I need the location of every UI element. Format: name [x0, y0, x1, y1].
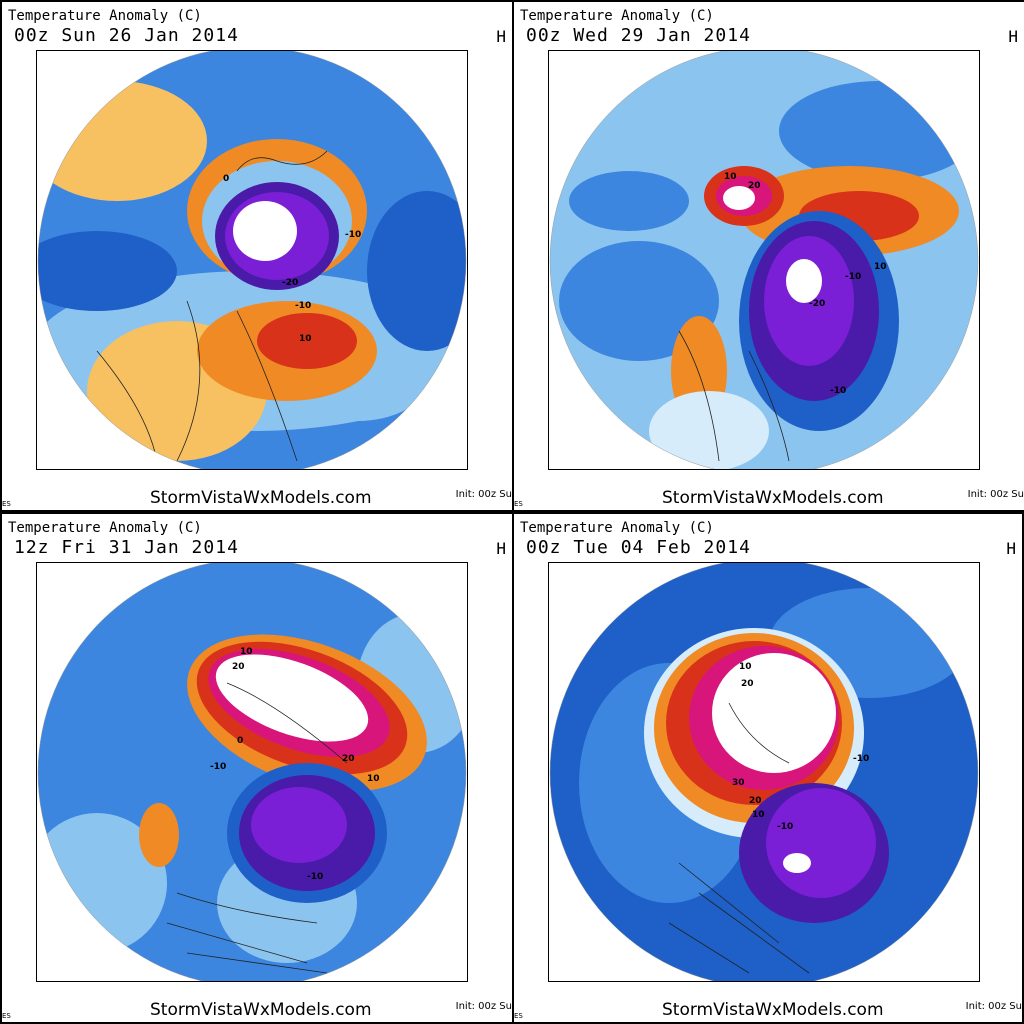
contour-label: 20	[741, 679, 754, 689]
init-text: Init: 00z Su	[455, 1001, 512, 1012]
es-mark: ES	[2, 500, 11, 508]
init-text: Init: 00z Su	[965, 1001, 1022, 1012]
credit-text: StormVistaWxModels.com	[150, 488, 372, 508]
contour-label: -10	[307, 872, 323, 882]
panel-title: Temperature Anomaly (C)	[8, 520, 202, 536]
polar-map: 10 20 20 10 -10 -10 0	[36, 562, 468, 982]
contour-label: 10	[240, 647, 253, 657]
contour-label: -10	[345, 230, 361, 240]
contour-label: 0	[237, 736, 243, 746]
contour-label: -20	[282, 278, 298, 288]
es-mark: ES	[514, 500, 523, 508]
panel-date: 00z Tue 04 Feb 2014	[526, 537, 751, 558]
panel-date: 12z Fri 31 Jan 2014	[14, 537, 239, 558]
panel-date: 00z Wed 29 Jan 2014	[526, 25, 751, 46]
contour-label: 10	[724, 172, 737, 182]
map-panel-1: Temperature Anomaly (C) 00z Sun 26 Jan 2…	[2, 2, 512, 510]
panel-h-mark: H	[496, 539, 506, 558]
contour-label: 20	[748, 181, 761, 191]
contour-label: 0	[223, 174, 229, 184]
init-text: Init: 00z Su	[967, 489, 1024, 500]
contour-label: -10	[830, 386, 846, 396]
panel-h-mark: H	[1006, 539, 1016, 558]
polar-map: 10 20 -10 -20 -10 10	[548, 50, 980, 470]
contour-label: -10	[210, 762, 226, 772]
contour-label: -10	[295, 301, 311, 311]
es-mark: ES	[2, 1012, 11, 1020]
contour-label: 20	[749, 796, 762, 806]
contour-label: -20	[809, 299, 825, 309]
map-panel-2: Temperature Anomaly (C) 00z Wed 29 Jan 2…	[514, 2, 1024, 510]
contour-label: 20	[342, 754, 355, 764]
es-mark: ES	[514, 1012, 523, 1020]
contour-label: 10	[367, 774, 380, 784]
contour-label: -10	[853, 754, 869, 764]
init-text: Init: 00z Su	[455, 489, 512, 500]
credit-text: StormVistaWxModels.com	[662, 488, 884, 508]
contour-label: -10	[777, 822, 793, 832]
contour-label: 10	[739, 662, 752, 672]
panel-h-mark: H	[496, 27, 506, 46]
panel-title: Temperature Anomaly (C)	[520, 520, 714, 536]
contour-label: 20	[232, 662, 245, 672]
contour-label: 30	[732, 778, 745, 788]
contour-label: 10	[874, 262, 887, 272]
polar-map: 10 20 30 20 10 -10 -10	[548, 562, 980, 982]
map-panel-3: Temperature Anomaly (C) 12z Fri 31 Jan 2…	[2, 514, 512, 1022]
contour-label: -10	[845, 272, 861, 282]
credit-text: StormVistaWxModels.com	[662, 1000, 884, 1020]
map-panel-4: Temperature Anomaly (C) 00z Tue 04 Feb 2…	[514, 514, 1022, 1022]
contour-label: 10	[752, 810, 765, 820]
panel-h-mark: H	[1008, 27, 1018, 46]
panel-title: Temperature Anomaly (C)	[8, 8, 202, 24]
contour-label: 10	[299, 334, 312, 344]
panel-title: Temperature Anomaly (C)	[520, 8, 714, 24]
polar-map: -10 -20 -10 10 0	[36, 50, 468, 470]
panel-date: 00z Sun 26 Jan 2014	[14, 25, 239, 46]
credit-text: StormVistaWxModels.com	[150, 1000, 372, 1020]
